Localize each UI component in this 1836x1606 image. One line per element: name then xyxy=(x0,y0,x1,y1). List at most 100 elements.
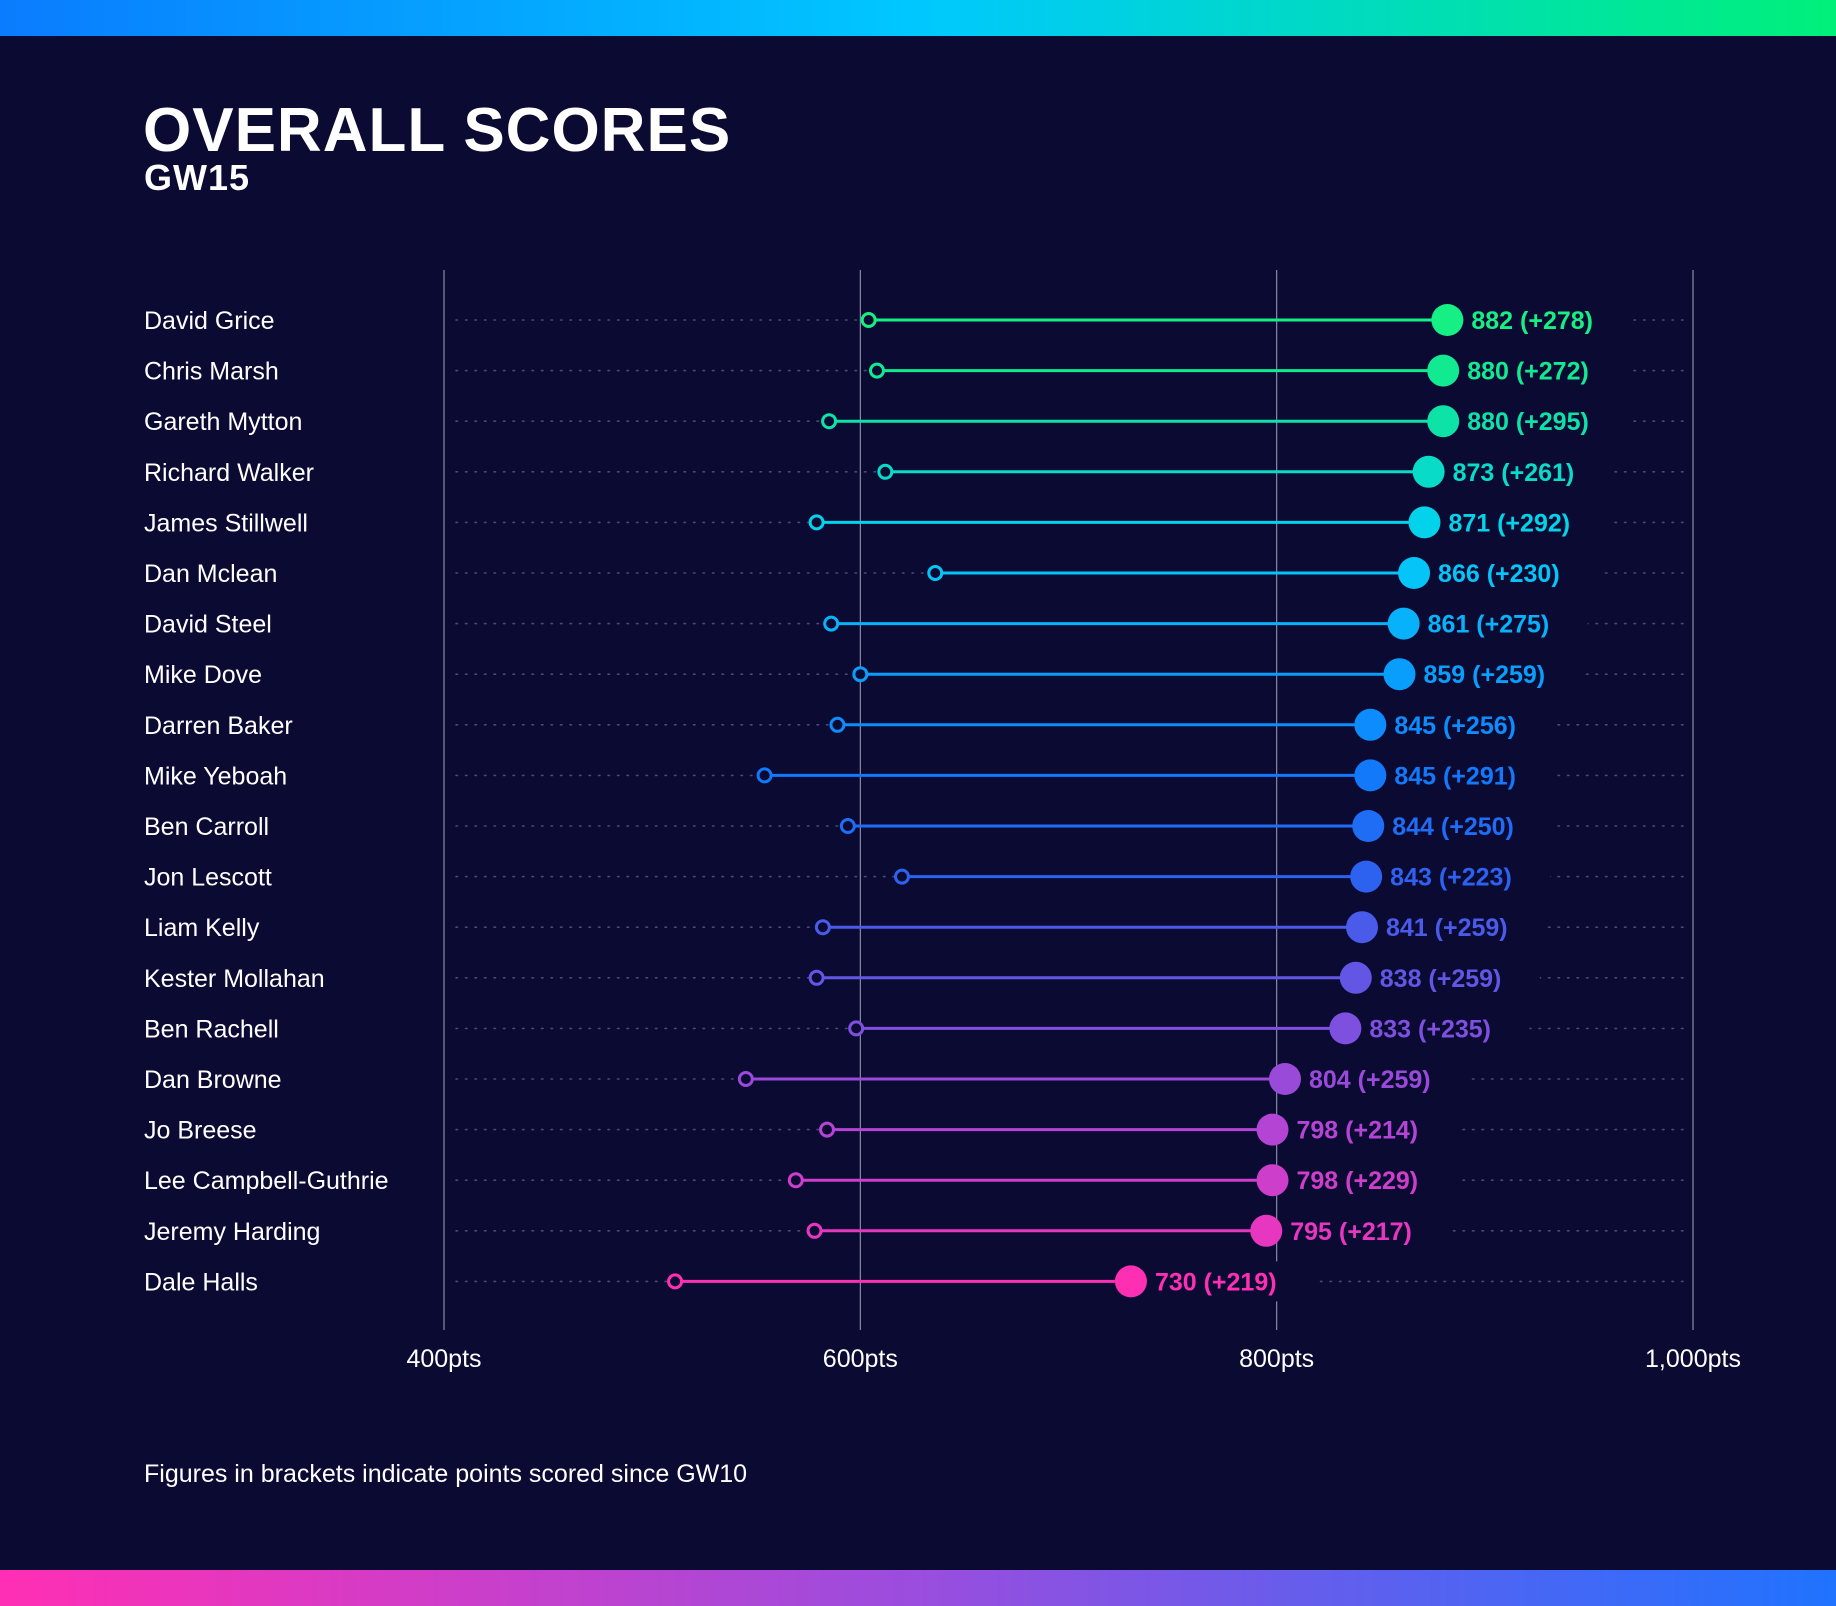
value-label-bg xyxy=(1386,704,1555,745)
value-label: 804 (+259) xyxy=(1309,1066,1431,1094)
row-label: David Grice xyxy=(144,307,275,335)
end-point xyxy=(1387,607,1420,640)
row-label: Dale Halls xyxy=(144,1268,258,1296)
x-tick-label: 800pts xyxy=(1239,1345,1314,1373)
chart-title: OVERALL SCORES xyxy=(143,96,732,165)
x-tick-label: 1,000pts xyxy=(1645,1345,1741,1373)
value-label-bg xyxy=(1146,1261,1315,1302)
value-label: 845 (+256) xyxy=(1394,712,1516,740)
value-label: 882 (+278) xyxy=(1471,307,1593,335)
start-point xyxy=(852,666,869,683)
end-point xyxy=(1427,354,1460,387)
chart-subtitle: GW15 xyxy=(144,157,251,198)
row-label: Jon Lescott xyxy=(144,864,272,892)
row-label: Liam Kelly xyxy=(144,914,260,942)
value-label: 861 (+275) xyxy=(1428,611,1550,639)
value-label-bg xyxy=(1371,957,1540,998)
start-point xyxy=(819,1121,836,1138)
value-label: 844 (+250) xyxy=(1392,813,1514,841)
value-label-bg xyxy=(1419,603,1588,644)
row-label: Dan Browne xyxy=(144,1066,282,1094)
end-point xyxy=(1250,1214,1283,1247)
end-point xyxy=(1354,708,1387,741)
value-label: 880 (+295) xyxy=(1467,408,1589,436)
row-label: Darren Baker xyxy=(144,712,293,740)
end-point xyxy=(1427,405,1460,438)
value-label-bg xyxy=(1440,502,1609,543)
row-label: David Steel xyxy=(144,611,272,639)
value-label: 859 (+259) xyxy=(1423,661,1545,689)
start-point xyxy=(829,716,846,733)
row-label: Chris Marsh xyxy=(144,358,279,386)
value-label: 798 (+214) xyxy=(1297,1117,1419,1145)
end-point xyxy=(1329,1012,1362,1045)
end-point xyxy=(1256,1164,1289,1197)
row-label: Ben Rachell xyxy=(144,1015,279,1043)
start-point xyxy=(839,818,856,834)
end-point xyxy=(1352,810,1385,842)
row-label: Richard Walker xyxy=(144,459,314,487)
x-tick-label: 400pts xyxy=(406,1345,481,1373)
value-label: 798 (+229) xyxy=(1297,1167,1419,1195)
value-label: 873 (+261) xyxy=(1453,459,1575,487)
end-point xyxy=(1412,455,1445,488)
start-point xyxy=(667,1273,684,1290)
value-label-bg xyxy=(1430,553,1599,593)
start-point xyxy=(737,1071,754,1087)
value-label-bg xyxy=(1361,1008,1530,1049)
value-label-bg xyxy=(1386,755,1555,796)
row-label: Jeremy Harding xyxy=(144,1218,320,1246)
value-label-bg xyxy=(1282,1210,1451,1251)
value-label-bg xyxy=(1384,806,1553,846)
start-point xyxy=(860,312,877,328)
value-label: 880 (+272) xyxy=(1467,358,1589,386)
value-label-bg xyxy=(1463,300,1632,340)
value-label-bg xyxy=(1444,451,1613,492)
value-label-bg xyxy=(1459,401,1628,442)
end-point xyxy=(1346,911,1379,944)
bottom-gradient-bar xyxy=(0,1570,1836,1606)
top-gradient-bar xyxy=(0,0,1836,36)
row-label: Kester Mollahan xyxy=(144,965,325,993)
row-label: Mike Dove xyxy=(144,661,262,689)
end-point xyxy=(1431,304,1464,336)
end-point xyxy=(1114,1265,1147,1298)
value-label-bg xyxy=(1378,907,1547,948)
end-point xyxy=(1256,1113,1289,1146)
start-point xyxy=(868,362,885,379)
start-point xyxy=(806,1222,823,1239)
start-point xyxy=(823,615,840,632)
value-label: 871 (+292) xyxy=(1448,509,1570,537)
end-point xyxy=(1350,860,1383,893)
value-label: 845 (+291) xyxy=(1394,762,1516,790)
value-label: 843 (+223) xyxy=(1390,864,1512,892)
start-point xyxy=(877,463,894,480)
footnote: Figures in brackets indicate points scor… xyxy=(144,1460,748,1488)
value-label-bg xyxy=(1288,1160,1457,1201)
value-label-bg xyxy=(1382,856,1551,897)
value-label: 795 (+217) xyxy=(1290,1218,1412,1246)
value-label-bg xyxy=(1415,654,1584,695)
row-label: Lee Campbell-Guthrie xyxy=(144,1167,389,1195)
start-point xyxy=(808,514,825,531)
value-label: 838 (+259) xyxy=(1380,965,1502,993)
end-point xyxy=(1339,961,1372,994)
start-point xyxy=(808,969,825,986)
end-point xyxy=(1408,506,1441,539)
start-point xyxy=(814,919,831,936)
start-point xyxy=(756,767,773,784)
value-label: 833 (+235) xyxy=(1369,1015,1491,1043)
start-point xyxy=(821,413,838,430)
value-label: 866 (+230) xyxy=(1438,560,1560,588)
row-label: Dan Mclean xyxy=(144,560,277,588)
end-point xyxy=(1354,759,1387,792)
end-point xyxy=(1268,1063,1301,1095)
start-point xyxy=(787,1172,804,1189)
row-label: Ben Carroll xyxy=(144,813,269,841)
start-point xyxy=(927,565,944,581)
end-point xyxy=(1383,658,1416,691)
x-tick-label: 600pts xyxy=(823,1345,898,1373)
value-label: 841 (+259) xyxy=(1386,914,1508,942)
row-label: James Stillwell xyxy=(144,509,308,537)
